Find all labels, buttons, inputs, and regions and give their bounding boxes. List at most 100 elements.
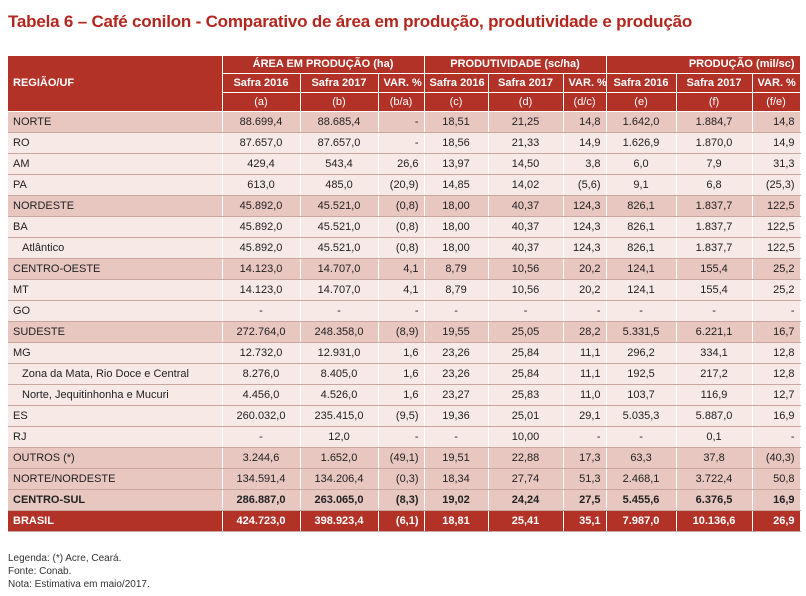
table-cell: 296,2: [606, 342, 677, 364]
table-cell: 88.685,4: [300, 111, 379, 133]
table-cell: -: [752, 300, 801, 322]
table-cell: 5.331,5: [606, 321, 677, 343]
table-cell: -: [424, 300, 489, 322]
table-cell: -: [378, 300, 425, 322]
table-cell: 248.358,0: [300, 321, 379, 343]
table-cell: 27,74: [488, 468, 564, 490]
region-name: RO: [8, 132, 223, 154]
table-cell: 155,4: [676, 279, 753, 301]
table-cell: 22,88: [488, 447, 564, 469]
table-cell: 25,2: [752, 279, 801, 301]
table-cell: 122,5: [752, 195, 801, 217]
table-row: NORTE 88.699,4 88.685,4-18,51 21,25 14,8 1.64…: [8, 111, 801, 133]
table-cell: 18,34: [424, 468, 489, 490]
table-cell: 14.707,0: [300, 279, 379, 301]
table-cell: 217,2: [676, 363, 753, 385]
table-cell: 16,9: [752, 489, 801, 511]
table-cell: 21,25: [488, 111, 564, 133]
col-letter: (e): [606, 92, 677, 112]
col-header: VAR. %: [378, 73, 425, 93]
table-cell: 20,2: [563, 279, 607, 301]
table-cell: (9,5): [378, 405, 425, 427]
table-cell: 14,9: [752, 132, 801, 154]
table-cell: 14,9: [563, 132, 607, 154]
table-cell: 14,85: [424, 174, 489, 196]
table-cell: 124,3: [563, 216, 607, 238]
col-letter: (f/e): [752, 92, 801, 112]
header-row-columns: Safra 2016 Safra 2017 VAR. % Safra 2016 …: [8, 73, 801, 93]
table-cell: 4.456,0: [222, 384, 301, 406]
table-cell: 13,97: [424, 153, 489, 175]
table-cell: 25,84: [488, 363, 564, 385]
note-line: Nota: Estimativa em maio/2017.: [8, 579, 150, 590]
table-cell: 23,26: [424, 363, 489, 385]
col-header: VAR. %: [563, 73, 607, 93]
region-name: Atlântico: [8, 237, 223, 259]
table-cell: 12,0: [300, 426, 379, 448]
table-row: MT 14.123,0 14.707,0 4,1 8,79 10,56 20,2 124,1 1…: [8, 279, 801, 301]
region-name: MT: [8, 279, 223, 301]
table-cell: 16,7: [752, 321, 801, 343]
table-cell: 8,79: [424, 258, 489, 280]
table-cell: 12,8: [752, 363, 801, 385]
table-cell: 826,1: [606, 237, 677, 259]
region-name: OUTROS (*): [8, 447, 223, 469]
table-cell: 14.123,0: [222, 258, 301, 280]
table-cell: 50,8: [752, 468, 801, 490]
table-cell: 88.699,4: [222, 111, 301, 133]
table-cell: 45.521,0: [300, 237, 379, 259]
table-cell: 20,2: [563, 258, 607, 280]
table-cell: 25,2: [752, 258, 801, 280]
col-letter: (b): [300, 92, 379, 112]
col-header: VAR. %: [752, 73, 801, 93]
table-row: ES 260.032,0 235.415,0 (9,5) 19,36 25,01 29,1 5…: [8, 405, 801, 427]
table-cell: 14.707,0: [300, 258, 379, 280]
region-name: MG: [8, 342, 223, 364]
table-row: PA 613,0 485,0 (20,9) 14,85 14,02 (5,6) 9,1 6,8(…: [8, 174, 801, 196]
table-cell: 8,79: [424, 279, 489, 301]
table-cell: 45.892,0: [222, 195, 301, 217]
table-cell: 12,8: [752, 342, 801, 364]
table-cell: 1,6: [378, 384, 425, 406]
col-letter: (d/c): [563, 92, 607, 112]
table-cell: 3.722,4: [676, 468, 753, 490]
table-title: Tabela 6 – Café conilon - Comparativo de…: [8, 12, 693, 31]
region-name: RJ: [8, 426, 223, 448]
table-cell: 26,9: [752, 510, 801, 532]
table-cell: (25,3): [752, 174, 801, 196]
region-name: ES: [8, 405, 223, 427]
table-cell: 5.035,3: [606, 405, 677, 427]
table-cell: 40,37: [488, 237, 564, 259]
table-cell: 45.521,0: [300, 216, 379, 238]
table-cell: 11,1: [563, 363, 607, 385]
table-body: NORTE 88.699,4 88.685,4-18,51 21,25 14,8 1.64…: [8, 111, 801, 532]
table-cell: 18,56: [424, 132, 489, 154]
table-cell: 8.405,0: [300, 363, 379, 385]
table-cell: 485,0: [300, 174, 379, 196]
header-row-letters: (a) (b) (b/a) (c) (d) (d/c) (e) (f) (f/e…: [8, 92, 801, 112]
table-cell: 25,84: [488, 342, 564, 364]
table-cell: 122,5: [752, 237, 801, 259]
table-cell: -: [378, 111, 425, 133]
table-cell: 45.892,0: [222, 237, 301, 259]
table-cell: 12,7: [752, 384, 801, 406]
table-cell: 826,1: [606, 195, 677, 217]
header-row-groups: REGIÃO/UF ÁREA EM PRODUÇÃO (ha) PRODUTIV…: [8, 56, 801, 112]
table-row: CENTRO-OESTE 14.123,0 14.707,0 4,1 8,79 10,56…: [8, 258, 801, 280]
col-header: Safra 2016: [606, 73, 677, 93]
table-cell: 10.136,6: [676, 510, 753, 532]
table-cell: 2.468,1: [606, 468, 677, 490]
table-cell: 1.626,9: [606, 132, 677, 154]
table-cell: 19,02: [424, 489, 489, 511]
table-cell: (8,9): [378, 321, 425, 343]
region-name: Zona da Mata, Rio Doce e Central: [8, 363, 223, 385]
table-cell: 4,1: [378, 258, 425, 280]
table-cell: 16,9: [752, 405, 801, 427]
table-cell: 11,1: [563, 342, 607, 364]
table-cell: -: [378, 426, 425, 448]
table-cell: 35,1: [563, 510, 607, 532]
table-cell: 25,83: [488, 384, 564, 406]
table-cell: 424.723,0: [222, 510, 301, 532]
table-cell: 25,41: [488, 510, 564, 532]
table-cell: 286.887,0: [222, 489, 301, 511]
